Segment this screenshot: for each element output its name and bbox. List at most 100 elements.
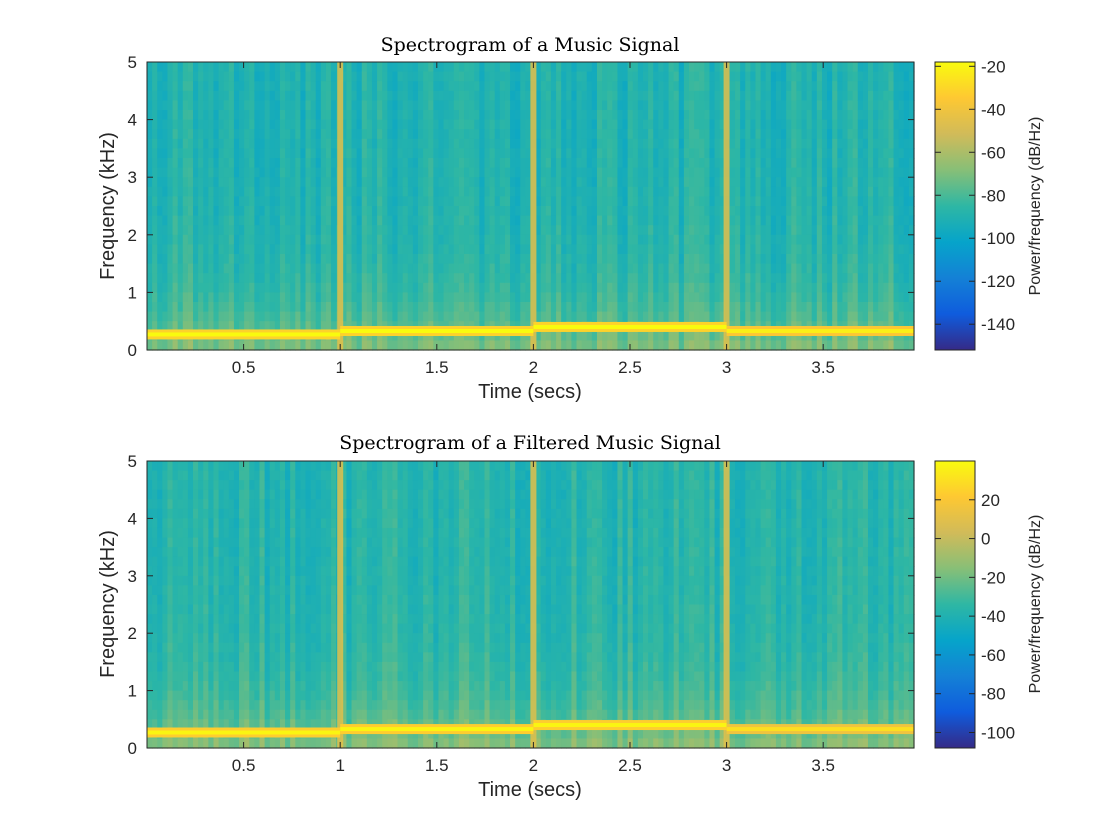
spectrogram-cell (550, 254, 557, 265)
spectrogram-cell (407, 90, 414, 101)
spectrogram-cell (361, 311, 368, 322)
spectrogram-cell (167, 196, 174, 207)
spectrogram-cell (310, 273, 317, 284)
spectrogram-cell (295, 206, 301, 217)
spectrogram-cell (279, 148, 286, 159)
spectrogram-cell (612, 90, 619, 101)
spectrogram-cell (177, 321, 184, 332)
spectrogram-cell (862, 244, 869, 255)
spectrogram-cell (223, 167, 230, 178)
spectrogram-cell (796, 302, 803, 313)
spectrogram-cell (274, 225, 281, 236)
spectrogram-cell (157, 254, 163, 265)
spectrogram-cell (366, 138, 373, 149)
spectrogram-cell (883, 311, 890, 322)
spectrogram-cell (412, 206, 419, 217)
spectrogram-cell (249, 110, 255, 121)
spectrogram-cell (356, 206, 363, 217)
spectrogram-cell (571, 110, 578, 121)
spectrogram-cell (182, 642, 189, 653)
spectrogram-cell (418, 340, 424, 351)
spectrogram-cell (566, 234, 572, 245)
spectrogram-cell (392, 302, 399, 313)
spectrogram-cell (504, 158, 511, 169)
spectrogram-cell (274, 244, 281, 255)
spectrogram-cell (397, 311, 404, 322)
spectrogram-cell (852, 90, 859, 101)
spectrogram-cell (602, 100, 608, 111)
spectrogram-cell (903, 292, 910, 303)
spectrogram-cell (474, 234, 480, 245)
spectrogram-cell (157, 652, 163, 663)
spectrogram-cell (397, 282, 404, 293)
spectrogram-cell (842, 302, 849, 313)
spectrogram-cell (433, 129, 440, 140)
spectrogram-cell (392, 254, 399, 265)
spectrogram-cell (254, 129, 261, 140)
spectrogram-cell (274, 273, 281, 284)
spectrogram-cell (540, 177, 547, 188)
spectrogram-cell (152, 480, 158, 491)
spectrogram-cell (525, 186, 532, 197)
spectrogram-cell (387, 81, 394, 92)
spectrogram-cell (545, 273, 552, 284)
spectrogram-cell (719, 71, 726, 82)
spectrogram-cell (510, 206, 516, 217)
spectrogram-cell (464, 177, 470, 188)
spectrogram-cell (402, 148, 409, 159)
spectrogram-cell (566, 340, 572, 351)
spectrogram-cell (274, 167, 281, 178)
spectrogram-cell (208, 71, 215, 82)
spectrogram-cell (479, 311, 486, 322)
spectrogram-cell (448, 81, 455, 92)
spectrogram-cell (576, 129, 583, 140)
spectrogram-cell (290, 273, 296, 284)
spectrogram-cell (704, 254, 711, 265)
spectrogram-cell (862, 129, 869, 140)
spectrogram-cell (182, 499, 189, 510)
spectrogram-cell (377, 110, 383, 121)
spectrogram-cell (632, 244, 639, 255)
spectrogram-cell (709, 244, 716, 255)
spectrogram-cell (223, 138, 230, 149)
spectrogram-cell (484, 196, 491, 207)
spectrogram-cell (172, 292, 179, 303)
spectrogram-cell (213, 470, 220, 481)
spectrogram-cell (898, 71, 905, 82)
spectrogram-cell (177, 652, 184, 663)
spectrogram-cell (596, 273, 603, 284)
spectrogram-cell (591, 62, 598, 73)
spectrogram-cell (305, 177, 312, 188)
spectrogram-cell (637, 340, 644, 351)
spectrogram-cell (591, 311, 598, 322)
spectrogram-cell (187, 489, 194, 500)
spectrogram-cell (152, 71, 158, 82)
spectrogram-cell (571, 302, 578, 313)
spectrogram-cell (617, 129, 624, 140)
spectrogram-cell (556, 225, 562, 236)
spectrogram-cell (428, 340, 434, 351)
spectrogram-cell (535, 129, 542, 140)
spectrogram-cell (510, 302, 516, 313)
spectrogram-cell (796, 254, 803, 265)
spectrogram-cell (602, 177, 608, 188)
spectrogram-cell (576, 138, 583, 149)
spectrogram-cell (714, 110, 721, 121)
spectrogram-cell (377, 244, 383, 255)
spectrogram-cell (351, 62, 358, 73)
spectrogram-cell (469, 110, 475, 121)
spectrogram-cell (632, 186, 639, 197)
spectrogram-cell (550, 177, 557, 188)
spectrogram-cell (198, 681, 204, 692)
spectrogram-cell (750, 292, 757, 303)
spectrogram-cell (842, 158, 849, 169)
spectrogram-cell (193, 480, 199, 491)
spectrogram-cell (504, 263, 511, 274)
spectrogram-cell (755, 273, 762, 284)
spectrogram-cell (474, 311, 480, 322)
spectrogram-cell (325, 196, 332, 207)
spectrogram-cell (443, 215, 450, 226)
spectrogram-cell (162, 642, 169, 653)
spectrogram-cell (591, 263, 598, 274)
spectrogram-cell (203, 661, 209, 673)
